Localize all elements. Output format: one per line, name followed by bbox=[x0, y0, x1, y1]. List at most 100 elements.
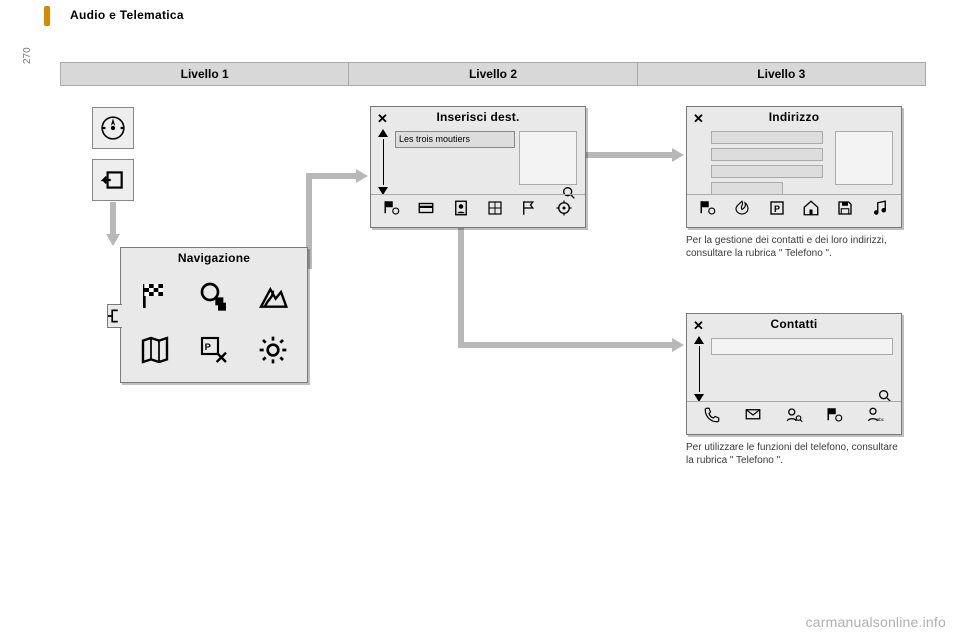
contact-row[interactable] bbox=[711, 338, 893, 355]
arrow-right-icon bbox=[672, 148, 684, 162]
dest-poi-button[interactable] bbox=[520, 199, 538, 222]
level-2-header: Livello 2 bbox=[349, 63, 637, 85]
cont-msg-button[interactable] bbox=[744, 406, 762, 429]
search-poi-icon bbox=[198, 280, 230, 312]
destination-toolbar bbox=[371, 194, 585, 227]
close-icon[interactable]: ✕ bbox=[693, 318, 704, 334]
addr-home-button[interactable] bbox=[802, 199, 820, 222]
section-accent bbox=[44, 6, 50, 26]
cont-abc-button[interactable]: abc bbox=[867, 406, 885, 429]
dest-coord-button[interactable] bbox=[555, 199, 573, 222]
return-icon bbox=[100, 167, 126, 193]
destination-card-title: Inserisci dest. bbox=[371, 107, 585, 126]
page-number: 270 bbox=[22, 47, 33, 64]
compass-icon bbox=[100, 115, 126, 141]
side-tab-icon bbox=[107, 304, 122, 328]
nav-route-button[interactable] bbox=[246, 271, 301, 321]
svg-text:P: P bbox=[774, 203, 780, 213]
cont-flag-button[interactable] bbox=[826, 406, 844, 429]
nav-map-button[interactable] bbox=[127, 325, 182, 375]
person-abc-icon: abc bbox=[867, 406, 885, 424]
route-mountain-icon bbox=[257, 280, 289, 312]
addr-note-button[interactable] bbox=[871, 199, 889, 222]
back-button[interactable] bbox=[92, 159, 134, 201]
connector bbox=[458, 342, 674, 348]
map-grid-icon bbox=[486, 199, 504, 217]
flag-outline-icon bbox=[520, 199, 538, 217]
nav-card: Navigazione P bbox=[120, 247, 308, 383]
nav-search-button[interactable] bbox=[186, 271, 241, 321]
svg-text:abc: abc bbox=[877, 417, 885, 422]
chevron-up-icon bbox=[378, 129, 388, 137]
scroll-track bbox=[383, 139, 384, 185]
destination-entry-field[interactable]: Les trois moutiers bbox=[395, 131, 515, 148]
level-1-header: Livello 1 bbox=[61, 63, 349, 85]
connector bbox=[110, 202, 116, 236]
addr-flag-button[interactable] bbox=[699, 199, 717, 222]
close-icon[interactable]: ✕ bbox=[377, 111, 388, 127]
section-title: Audio e Telematica bbox=[70, 8, 184, 22]
connector bbox=[458, 226, 464, 348]
contacts-caption: Per utilizzare le funzioni del telefono,… bbox=[686, 441, 900, 467]
dest-contacts-button[interactable] bbox=[452, 199, 470, 222]
address-field[interactable] bbox=[711, 131, 823, 144]
home-icon bbox=[802, 199, 820, 217]
nav-destination-button[interactable] bbox=[127, 271, 182, 321]
arrow-right-icon bbox=[672, 338, 684, 352]
scroll-track bbox=[699, 346, 700, 392]
nav-card-title: Navigazione bbox=[121, 248, 307, 267]
map-preview bbox=[519, 131, 577, 185]
checkered-flag-icon bbox=[139, 280, 171, 312]
music-note-icon bbox=[871, 199, 889, 217]
dest-card-button[interactable] bbox=[417, 199, 435, 222]
watermark: carmanualsonline.info bbox=[806, 614, 946, 630]
address-card: ✕ Indirizzo P bbox=[686, 106, 902, 228]
addr-parking-button[interactable]: P bbox=[768, 199, 786, 222]
save-icon bbox=[836, 199, 854, 217]
arrow-right-icon bbox=[356, 169, 368, 183]
message-icon bbox=[744, 406, 762, 424]
card-icon bbox=[417, 199, 435, 217]
target-icon bbox=[555, 199, 573, 217]
contacts-toolbar: abc bbox=[687, 401, 901, 434]
address-field[interactable] bbox=[711, 148, 823, 161]
chevron-up-icon bbox=[694, 336, 704, 344]
parking-icon: P bbox=[768, 199, 786, 217]
cont-search-button[interactable] bbox=[785, 406, 803, 429]
flag-search-icon bbox=[383, 199, 401, 217]
dest-map-button[interactable] bbox=[486, 199, 504, 222]
addr-save-button[interactable] bbox=[836, 199, 854, 222]
contacts-card-title: Contatti bbox=[687, 314, 901, 333]
level-3-header: Livello 3 bbox=[638, 63, 925, 85]
svg-text:P: P bbox=[205, 342, 211, 352]
addr-poi-button[interactable] bbox=[733, 199, 751, 222]
address-card-title: Indirizzo bbox=[687, 107, 901, 126]
cont-call-button[interactable] bbox=[703, 406, 721, 429]
connector bbox=[306, 173, 358, 179]
nav-tools-button[interactable]: P bbox=[186, 325, 241, 375]
map-preview bbox=[835, 131, 893, 185]
flame-icon bbox=[733, 199, 751, 217]
destination-card: ✕ Inserisci dest. Les trois moutiers bbox=[370, 106, 586, 228]
arrow-down-icon bbox=[106, 234, 120, 246]
nav-settings-button[interactable] bbox=[246, 325, 301, 375]
scroll-lane[interactable] bbox=[377, 129, 389, 195]
flag-search-icon bbox=[826, 406, 844, 424]
address-form bbox=[711, 131, 823, 199]
level-header-bar: Livello 1 Livello 2 Livello 3 bbox=[60, 62, 926, 86]
address-field[interactable] bbox=[711, 165, 823, 178]
map-icon bbox=[139, 334, 171, 366]
phone-icon bbox=[703, 406, 721, 424]
flag-search-icon bbox=[699, 199, 717, 217]
gear-icon bbox=[257, 334, 289, 366]
hardware-buttons bbox=[92, 107, 136, 211]
contacts-card: ✕ Contatti abc bbox=[686, 313, 902, 435]
address-toolbar: P bbox=[687, 194, 901, 227]
close-icon[interactable]: ✕ bbox=[693, 111, 704, 127]
person-search-icon bbox=[785, 406, 803, 424]
map-tools-icon: P bbox=[198, 334, 230, 366]
address-caption: Per la gestione dei contatti e dei loro … bbox=[686, 234, 900, 260]
scroll-lane[interactable] bbox=[693, 336, 705, 402]
nav-wheel-button[interactable] bbox=[92, 107, 134, 149]
dest-flag-button[interactable] bbox=[383, 199, 401, 222]
